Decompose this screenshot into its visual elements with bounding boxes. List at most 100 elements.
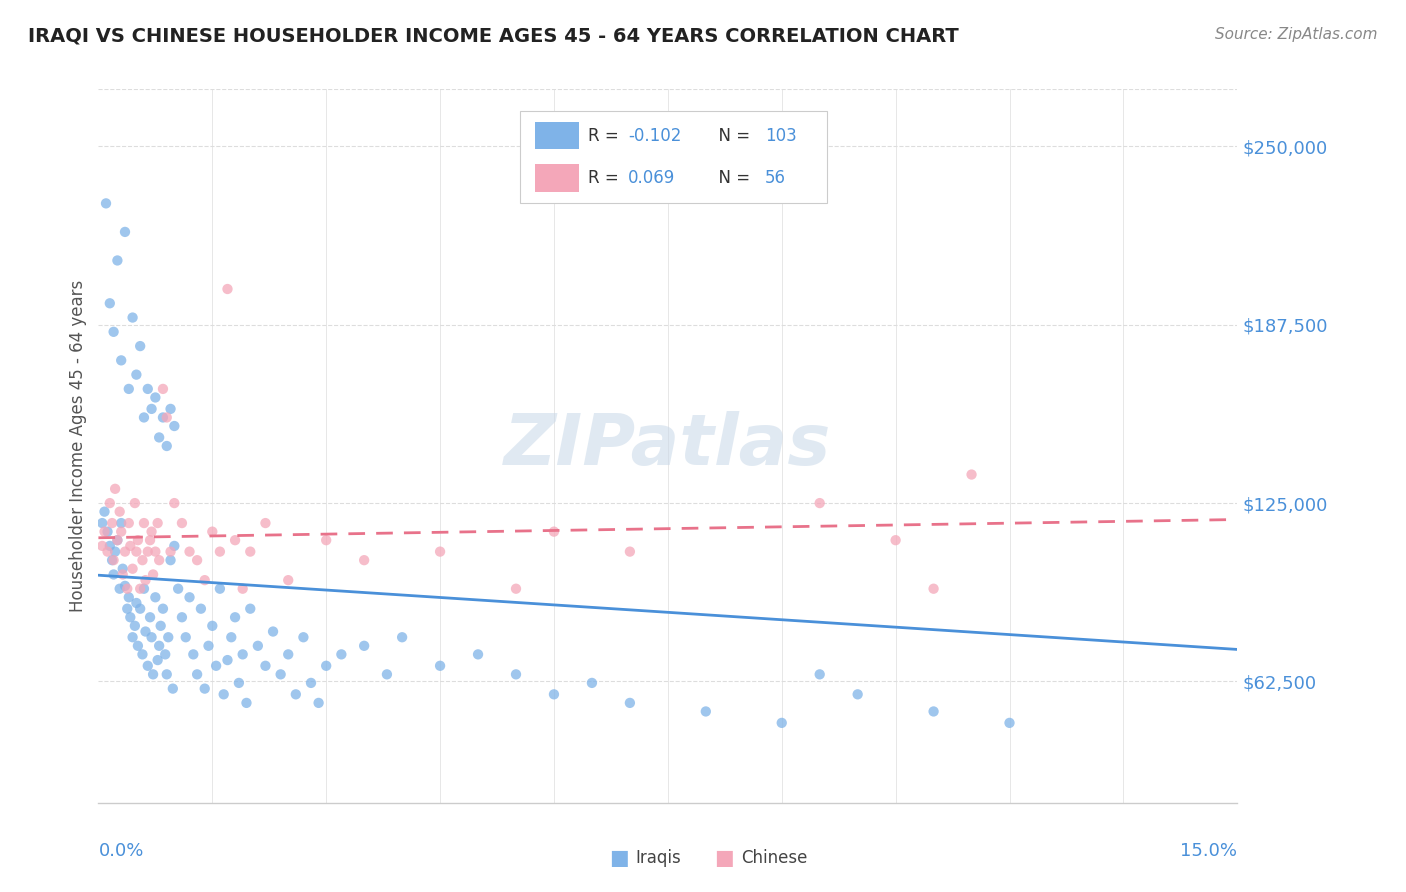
Point	[277, 573, 299, 587]
Point	[156, 439, 179, 453]
Point	[132, 410, 155, 425]
Point	[232, 648, 254, 662]
Point	[148, 553, 170, 567]
Point	[212, 687, 235, 701]
Point	[170, 516, 193, 530]
Point	[163, 419, 186, 434]
Point	[120, 539, 142, 553]
Point	[284, 687, 307, 701]
Point	[107, 253, 129, 268]
Point	[134, 573, 156, 587]
Point	[103, 325, 125, 339]
Point	[134, 624, 156, 639]
Point	[922, 582, 945, 596]
Point	[127, 533, 149, 548]
Point	[108, 582, 131, 596]
Point	[619, 696, 641, 710]
Point	[129, 601, 152, 615]
Point	[330, 648, 353, 662]
Point	[619, 544, 641, 558]
Point	[118, 382, 141, 396]
Point	[129, 582, 152, 596]
Point	[142, 567, 165, 582]
Text: 103: 103	[765, 127, 796, 145]
Text: -0.102: -0.102	[628, 127, 682, 145]
Text: 15.0%: 15.0%	[1180, 842, 1237, 860]
Point	[429, 658, 451, 673]
Point	[124, 619, 146, 633]
Point	[254, 658, 277, 673]
Point	[141, 630, 163, 644]
Point	[98, 539, 121, 553]
Point	[114, 544, 136, 558]
Point	[254, 516, 277, 530]
Text: ■: ■	[609, 848, 628, 868]
Point	[299, 676, 322, 690]
Text: 0.0%: 0.0%	[98, 842, 143, 860]
Point	[141, 401, 163, 416]
Point	[117, 601, 139, 615]
Point	[136, 658, 159, 673]
Point	[91, 539, 114, 553]
Point	[179, 591, 201, 605]
Point	[208, 544, 231, 558]
Point	[217, 653, 239, 667]
Point	[146, 516, 169, 530]
Point	[159, 401, 181, 416]
Text: 0.069: 0.069	[628, 169, 675, 187]
Point	[167, 582, 190, 596]
Point	[201, 619, 224, 633]
Point	[246, 639, 269, 653]
Point	[391, 630, 413, 644]
Point	[96, 524, 118, 539]
Point	[217, 282, 239, 296]
Point	[315, 658, 337, 673]
Point	[103, 553, 125, 567]
Point	[94, 196, 117, 211]
Text: N =: N =	[707, 169, 755, 187]
Point	[770, 715, 793, 730]
Point	[132, 582, 155, 596]
Point	[157, 630, 180, 644]
Point	[121, 630, 143, 644]
Point	[156, 667, 179, 681]
Point	[146, 653, 169, 667]
Point	[131, 648, 153, 662]
Point	[163, 539, 186, 553]
FancyBboxPatch shape	[534, 164, 579, 193]
Point	[145, 544, 167, 558]
Y-axis label: Householder Income Ages 45 - 64 years: Householder Income Ages 45 - 64 years	[69, 280, 87, 612]
Point	[581, 676, 603, 690]
Point	[159, 544, 181, 558]
Point	[101, 516, 124, 530]
Point	[998, 715, 1021, 730]
Point	[239, 601, 262, 615]
Point	[197, 639, 219, 653]
Point	[104, 544, 127, 558]
Point	[262, 624, 284, 639]
Text: R =: R =	[588, 127, 624, 145]
Point	[139, 533, 162, 548]
Point	[107, 533, 129, 548]
Point	[110, 516, 132, 530]
Point	[846, 687, 869, 701]
Point	[152, 382, 174, 396]
Point	[429, 544, 451, 558]
Point	[108, 505, 131, 519]
Point	[110, 524, 132, 539]
Point	[127, 639, 149, 653]
Point	[107, 533, 129, 548]
Point	[194, 573, 217, 587]
Point	[170, 610, 193, 624]
Point	[93, 524, 115, 539]
Point	[277, 648, 299, 662]
Point	[270, 667, 292, 681]
Point	[101, 553, 124, 567]
Point	[163, 496, 186, 510]
Point	[121, 310, 143, 325]
Point	[156, 410, 179, 425]
Point	[125, 544, 148, 558]
Point	[179, 544, 201, 558]
Point	[353, 639, 375, 653]
Point	[308, 696, 330, 710]
